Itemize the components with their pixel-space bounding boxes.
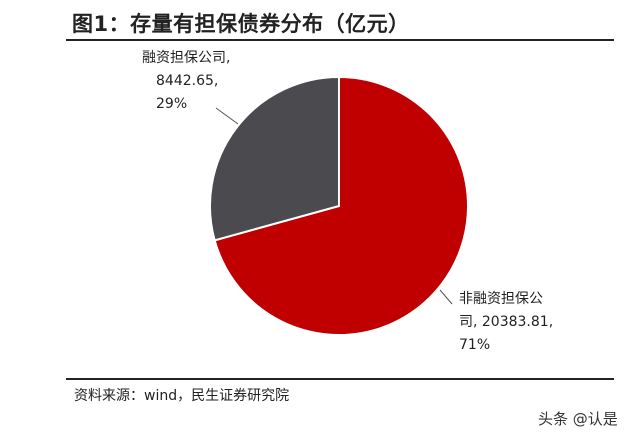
label-financing-guarantor-leader xyxy=(215,107,239,125)
label-non-financing-guarantor-line-2: 司, 20383.81, xyxy=(459,314,553,330)
label-financing-guarantor-line-1: 融资担保公司, xyxy=(142,50,230,66)
chart-title: 图1：存量有担保债券分布（亿元） xyxy=(72,12,410,36)
label-non-financing-guarantor-line-3: 71% xyxy=(459,337,490,353)
title-rule xyxy=(66,39,614,41)
watermark: 头条 @认是 xyxy=(538,410,618,428)
label-non-financing-guarantor-line-1: 非融资担保公 xyxy=(459,291,543,307)
source-rule xyxy=(66,378,614,380)
slice-financing-guarantor xyxy=(209,75,340,242)
label-financing-guarantor-line-2: 8442.65, xyxy=(156,73,218,89)
label-financing-guarantor-line-3: 29% xyxy=(156,96,187,112)
label-non-financing-guarantor-leader xyxy=(439,289,453,305)
slice-non-financing-guarantor xyxy=(213,75,469,336)
source-note: 资料来源：wind，民生证券研究院 xyxy=(74,388,290,404)
